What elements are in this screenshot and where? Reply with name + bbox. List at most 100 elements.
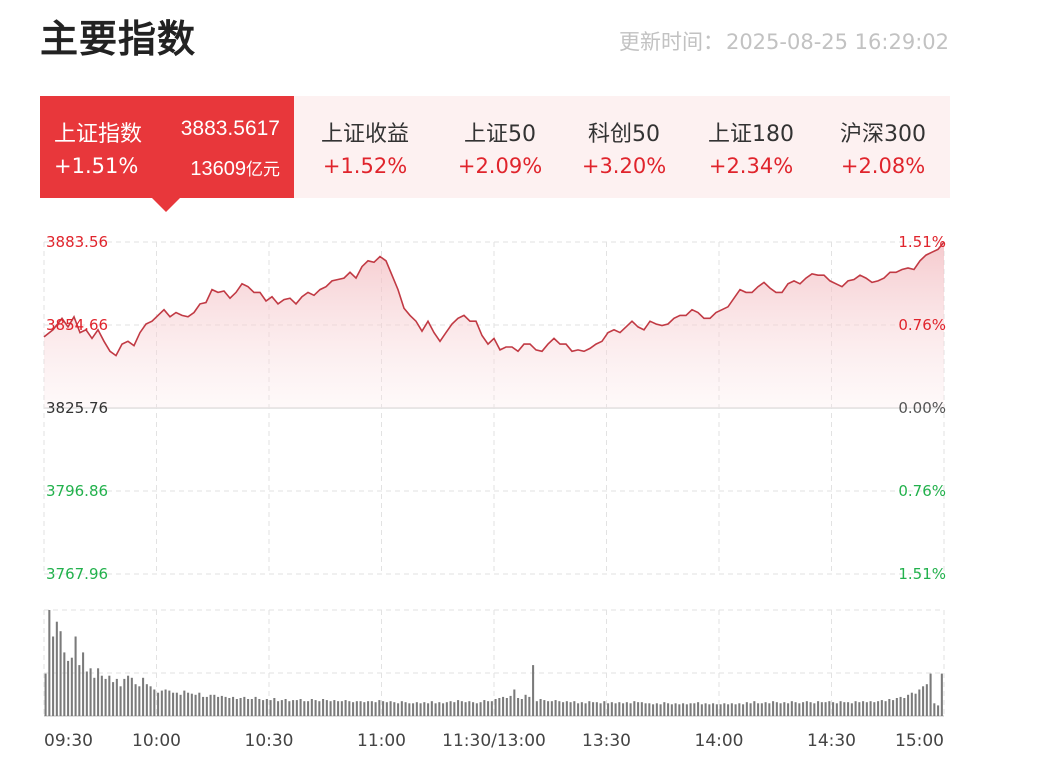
volume-bar bbox=[787, 703, 790, 716]
volume-bar bbox=[97, 668, 100, 716]
volume-bar bbox=[532, 665, 535, 716]
volume-bar bbox=[858, 702, 861, 716]
volume-bar bbox=[130, 677, 133, 716]
volume-bar bbox=[288, 701, 291, 716]
volume-bar bbox=[498, 698, 501, 716]
volume-bar bbox=[442, 703, 445, 716]
tab-csi-300[interactable]: 沪深300 +2.08% bbox=[816, 96, 950, 198]
volume-bar bbox=[663, 702, 666, 716]
volume-bar bbox=[408, 703, 411, 716]
volume-bar bbox=[100, 675, 103, 716]
volume-bar bbox=[412, 703, 415, 716]
volume-bar bbox=[228, 698, 231, 716]
tab-star-50[interactable]: 科创50 +3.20% bbox=[562, 96, 686, 198]
volume-bar bbox=[370, 701, 373, 716]
volume-bar bbox=[659, 704, 662, 716]
volume-bar bbox=[892, 700, 895, 716]
volume-bar bbox=[929, 673, 932, 716]
volume-bar bbox=[479, 702, 482, 716]
volume-bar bbox=[277, 701, 280, 716]
volume-bar bbox=[513, 689, 516, 716]
volume-bar bbox=[873, 702, 876, 716]
volume-bar bbox=[445, 702, 448, 716]
volume-bar bbox=[543, 700, 546, 716]
x-tick-label: 13:30 bbox=[582, 731, 631, 751]
volume-bar bbox=[284, 699, 287, 716]
volume-bar bbox=[554, 700, 557, 716]
volume-bar bbox=[580, 702, 583, 716]
volume-bar bbox=[573, 701, 576, 716]
volume-bar bbox=[502, 696, 505, 716]
volume-bar bbox=[70, 657, 73, 716]
volume-bar bbox=[393, 702, 396, 716]
tab-sse-return[interactable]: 上证收益 +1.52% bbox=[302, 96, 428, 198]
volume-bar bbox=[468, 701, 471, 716]
volume-bar bbox=[265, 699, 268, 716]
volume-bar bbox=[505, 698, 508, 716]
volume-bar bbox=[198, 692, 201, 716]
volume-bar bbox=[430, 701, 433, 716]
volume-bar bbox=[333, 700, 336, 716]
volume-bar bbox=[175, 692, 178, 716]
tab-sse-composite[interactable]: 上证指数 3883.5617 +1.51% 13609亿元 bbox=[40, 96, 294, 198]
y-tick-left: 3767.96 bbox=[46, 565, 108, 583]
volume-bar bbox=[314, 700, 317, 716]
volume-bar bbox=[434, 703, 437, 716]
volume-bar bbox=[783, 702, 786, 716]
volume-bar bbox=[487, 701, 490, 716]
volume-bar bbox=[59, 631, 62, 716]
volume-bar bbox=[618, 702, 621, 716]
volume-bar bbox=[715, 704, 718, 716]
tab-name: 上证180 bbox=[708, 122, 794, 147]
volume-bar bbox=[775, 702, 778, 716]
volume-bar bbox=[742, 704, 745, 716]
volume-bar bbox=[805, 701, 808, 716]
volume-bar bbox=[877, 701, 880, 716]
volume-bar bbox=[239, 698, 242, 716]
volume-bar bbox=[340, 701, 343, 716]
tab-turnover: 13609亿元 bbox=[190, 155, 280, 181]
volume-bar bbox=[363, 702, 366, 716]
index-tabs: 上证指数 3883.5617 +1.51% 13609亿元 上证收益 +1.52… bbox=[40, 96, 950, 198]
volume-bar bbox=[745, 702, 748, 716]
x-tick-label: 11:00 bbox=[357, 731, 406, 751]
volume-bar bbox=[588, 701, 591, 716]
volume-bar bbox=[254, 696, 257, 716]
active-tab-pointer bbox=[152, 198, 180, 212]
volume-bar bbox=[637, 702, 640, 716]
volume-bar bbox=[685, 704, 688, 716]
volume-bar bbox=[112, 682, 115, 716]
volume-bar bbox=[127, 675, 130, 716]
volume-bar bbox=[385, 702, 388, 716]
volume-bar bbox=[569, 702, 572, 716]
volume-bar bbox=[899, 696, 902, 716]
volume-bar bbox=[584, 703, 587, 716]
volume-bar bbox=[910, 692, 913, 716]
volume-bar bbox=[295, 700, 298, 716]
x-tick-label: 14:30 bbox=[807, 731, 856, 751]
volume-bar bbox=[790, 701, 793, 716]
volume-bar bbox=[280, 700, 283, 716]
volume-bar bbox=[843, 702, 846, 716]
volume-bar bbox=[325, 700, 328, 716]
volume-bar bbox=[753, 701, 756, 716]
volume-bar bbox=[907, 694, 910, 716]
tab-sse-180[interactable]: 上证180 +2.34% bbox=[686, 96, 816, 198]
volume-bar bbox=[768, 703, 771, 716]
volume-bar bbox=[367, 701, 370, 716]
volume-bar bbox=[179, 694, 182, 716]
tab-sse-50[interactable]: 上证50 +2.09% bbox=[438, 96, 562, 198]
volume-bar bbox=[847, 702, 850, 716]
volume-bar bbox=[633, 701, 636, 716]
volume-bar bbox=[359, 701, 362, 716]
volume-bars bbox=[44, 610, 943, 716]
volume-bar bbox=[157, 692, 160, 716]
volume-bar bbox=[520, 699, 523, 716]
volume-bar bbox=[194, 694, 197, 716]
volume-bar bbox=[89, 668, 92, 716]
volume-bar bbox=[134, 684, 137, 716]
volume-bar bbox=[220, 695, 223, 716]
volume-bar bbox=[78, 665, 81, 716]
volume-bar bbox=[419, 703, 422, 716]
